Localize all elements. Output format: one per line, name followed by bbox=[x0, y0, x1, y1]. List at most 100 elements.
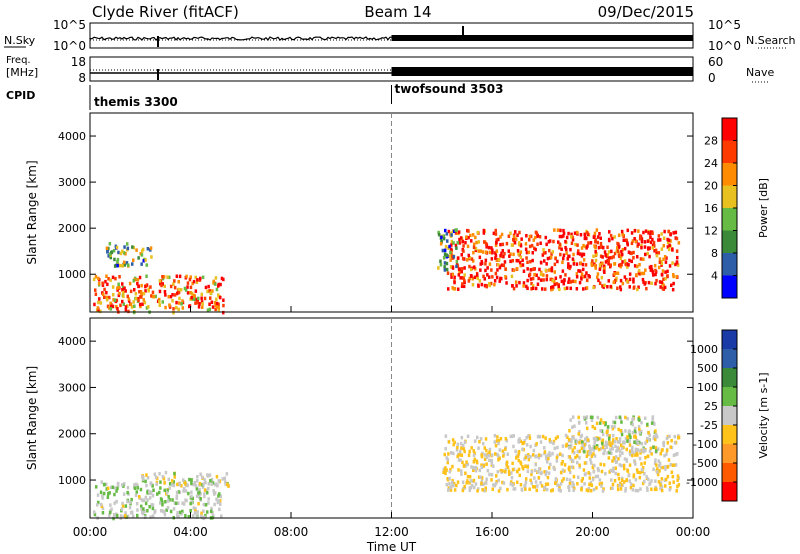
data-cell bbox=[660, 488, 664, 493]
data-cell bbox=[163, 284, 166, 289]
data-cell bbox=[544, 482, 548, 487]
data-cell bbox=[663, 229, 666, 234]
data-cell bbox=[601, 445, 605, 449]
data-cell bbox=[630, 259, 633, 264]
data-cell bbox=[594, 250, 597, 254]
data-cell bbox=[624, 436, 628, 441]
data-cell bbox=[494, 228, 497, 233]
data-cell bbox=[628, 479, 631, 483]
nsky-dense-trace bbox=[391, 35, 693, 41]
data-cell bbox=[195, 280, 199, 284]
data-cell bbox=[107, 246, 110, 251]
data-cell bbox=[478, 468, 481, 473]
data-cell bbox=[535, 454, 538, 458]
data-cell bbox=[634, 453, 637, 457]
data-cell bbox=[495, 249, 499, 253]
data-cell bbox=[133, 288, 136, 292]
data-cell bbox=[548, 466, 551, 470]
data-cell bbox=[214, 482, 217, 487]
data-cell bbox=[129, 302, 133, 307]
data-cell bbox=[560, 279, 564, 284]
data-cell bbox=[628, 272, 632, 276]
data-cell bbox=[120, 507, 124, 511]
data-cell bbox=[446, 271, 450, 275]
data-cell bbox=[220, 514, 223, 518]
data-cell bbox=[510, 476, 514, 480]
data-cell bbox=[215, 297, 218, 301]
data-cell bbox=[490, 473, 494, 477]
data-cell bbox=[586, 231, 589, 235]
nsky-label: N.Sky bbox=[4, 34, 36, 47]
data-cell bbox=[215, 475, 219, 479]
data-cell bbox=[122, 251, 126, 255]
data-cell bbox=[218, 492, 221, 496]
data-cell bbox=[476, 489, 479, 493]
data-cell bbox=[199, 276, 202, 281]
data-cell bbox=[531, 485, 535, 489]
data-cell bbox=[182, 478, 185, 482]
data-cell bbox=[171, 299, 174, 303]
x-tick-label: 12:00 bbox=[374, 525, 409, 539]
data-cell bbox=[640, 429, 643, 434]
data-cell bbox=[620, 432, 624, 437]
data-cell bbox=[621, 252, 624, 257]
data-cell bbox=[595, 437, 598, 441]
data-cell bbox=[552, 441, 555, 446]
data-cell bbox=[589, 451, 592, 456]
data-cell bbox=[488, 458, 491, 463]
data-cell bbox=[193, 511, 197, 515]
data-cell bbox=[514, 280, 518, 284]
colorbar-segment bbox=[722, 425, 737, 445]
data-cell bbox=[115, 245, 119, 250]
data-cell bbox=[629, 482, 633, 486]
data-cell bbox=[599, 236, 602, 240]
data-cell bbox=[617, 457, 620, 461]
data-cell bbox=[573, 486, 576, 491]
data-cell bbox=[586, 438, 590, 442]
data-cell bbox=[446, 239, 449, 243]
colorbar-tick-label: 16 bbox=[704, 202, 718, 215]
data-cell bbox=[654, 281, 657, 286]
data-cell bbox=[619, 278, 623, 283]
data-cell bbox=[596, 275, 599, 280]
data-cell bbox=[511, 259, 514, 263]
data-cell bbox=[505, 439, 508, 443]
data-cell bbox=[621, 260, 624, 264]
data-cell bbox=[592, 254, 595, 258]
data-cell bbox=[460, 469, 463, 473]
data-cell bbox=[478, 255, 482, 260]
data-cell bbox=[658, 257, 662, 261]
data-cell bbox=[206, 473, 209, 477]
data-cell bbox=[211, 289, 214, 293]
data-cell bbox=[641, 481, 645, 486]
data-cell bbox=[519, 263, 522, 268]
data-cell bbox=[633, 264, 637, 268]
data-cell bbox=[549, 277, 552, 282]
data-cell bbox=[166, 499, 170, 503]
data-cell bbox=[457, 256, 460, 260]
data-cell bbox=[105, 482, 108, 487]
data-cell bbox=[567, 280, 570, 284]
data-cell bbox=[613, 420, 617, 425]
data-cell bbox=[117, 285, 120, 289]
data-cell bbox=[576, 449, 580, 454]
data-cell bbox=[161, 475, 165, 479]
data-cell bbox=[208, 473, 212, 477]
data-cell bbox=[579, 233, 583, 237]
data-cell bbox=[138, 275, 142, 280]
data-cell bbox=[146, 509, 149, 513]
data-cell bbox=[667, 229, 670, 234]
data-cell bbox=[601, 441, 604, 446]
data-cell bbox=[614, 466, 618, 470]
data-cell bbox=[143, 498, 146, 503]
data-cell bbox=[126, 499, 129, 504]
data-cell bbox=[101, 494, 104, 498]
data-cell bbox=[137, 284, 140, 289]
colorbar-segment bbox=[722, 463, 737, 483]
data-cell bbox=[620, 464, 623, 468]
data-cell bbox=[185, 274, 188, 279]
data-cell bbox=[545, 262, 548, 266]
data-cell bbox=[460, 269, 463, 274]
data-cell bbox=[483, 283, 487, 288]
data-cell bbox=[159, 501, 162, 505]
